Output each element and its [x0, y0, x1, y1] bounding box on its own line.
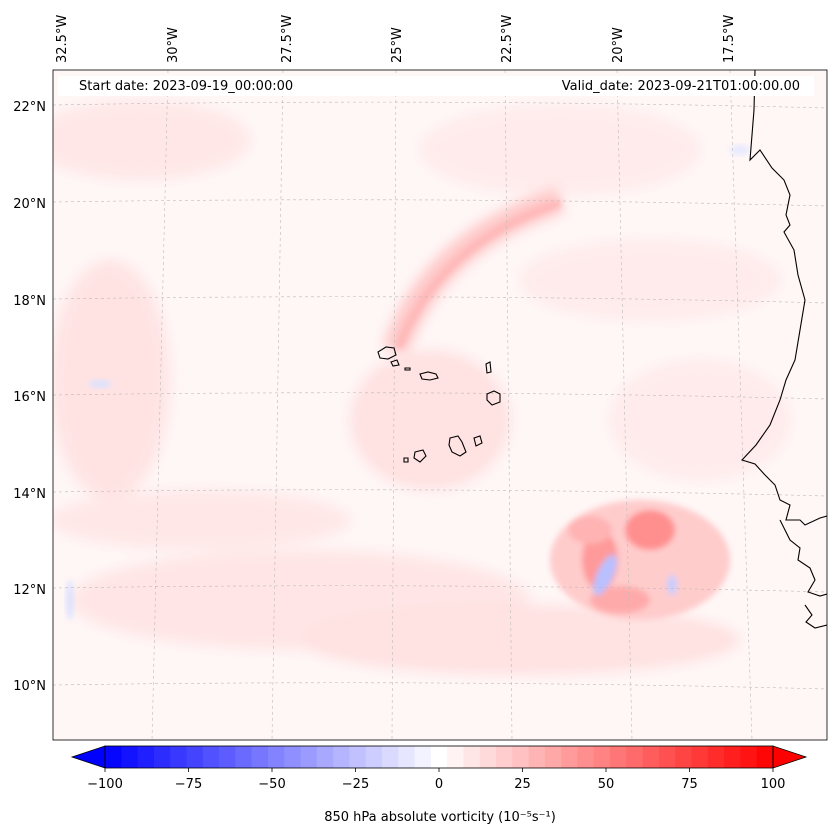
lat-label: 12°N: [13, 583, 46, 598]
longitude-labels: 32.5°W 30°W 27.5°W 25°W 22.5°W 20°W 17.5…: [55, 15, 737, 63]
lat-label: 20°N: [13, 197, 46, 212]
colorbar-cell: [414, 746, 432, 768]
colorbar-tick-label: −100: [87, 777, 123, 792]
colorbar-cell: [398, 746, 416, 768]
colorbar-tick-label: −25: [342, 777, 369, 792]
colorbar-cell: [381, 746, 399, 768]
colorbar-cell: [756, 746, 774, 768]
colorbar-ticks: −100 −75 −50 −25 0 25 50 75 100: [87, 768, 785, 792]
colorbar-min-extension: [70, 745, 106, 769]
lon-label: 17.5°W: [722, 15, 737, 63]
colorbar-cell: [707, 746, 725, 768]
lon-label: 30°W: [166, 27, 181, 63]
colorbar-cell: [740, 746, 758, 768]
colorbar-label: 850 hPa absolute vorticity (10⁻⁵s⁻¹): [324, 810, 556, 825]
lat-label: 18°N: [13, 294, 46, 309]
colorbar-cell: [316, 746, 334, 768]
latitude-labels: 22°N 20°N 18°N 16°N 14°N 12°N 10°N: [13, 100, 46, 694]
lon-label: 25°W: [390, 27, 405, 63]
lon-label: 27.5°W: [280, 15, 295, 63]
colorbar-cell: [251, 746, 269, 768]
colorbar-cell: [121, 746, 139, 768]
colorbar-max-extension: [772, 745, 808, 769]
lat-label: 22°N: [13, 100, 46, 115]
colorbar-cell: [610, 746, 627, 768]
header-bar: [58, 76, 814, 96]
colorbar-cells: [70, 745, 808, 769]
lon-label: 20°W: [611, 27, 626, 63]
colorbar-cell: [561, 746, 579, 768]
graticule: [53, 70, 827, 740]
colorbar-cell: [105, 746, 122, 768]
colorbar-cell: [137, 746, 155, 768]
colorbar-cell: [479, 746, 497, 768]
start-date-label: Start date: 2023-09-19_00:00:00: [79, 79, 293, 94]
colorbar-cell: [430, 746, 448, 768]
lon-label: 32.5°W: [55, 15, 70, 63]
colorbar-cell: [447, 746, 465, 768]
colorbar-tick-label: −75: [175, 777, 202, 792]
lat-label: 16°N: [13, 390, 46, 405]
colorbar-cell: [284, 746, 302, 768]
colorbar-cell: [235, 746, 253, 768]
colorbar-cell: [658, 746, 676, 768]
valid-date-label: Valid_date: 2023-09-21T01:00:00.00: [562, 79, 800, 94]
colorbar-cell: [463, 746, 481, 768]
colorbar-cell: [691, 746, 709, 768]
colorbar-tick-label: 25: [514, 777, 531, 792]
colorbar-cell: [724, 746, 742, 768]
colorbar-cell: [528, 746, 546, 768]
lat-label: 10°N: [13, 679, 46, 694]
coastlines: [377, 70, 827, 629]
colorbar-cell: [300, 746, 318, 768]
colorbar-tick-label: 100: [761, 777, 786, 792]
colorbar-cell: [170, 746, 188, 768]
colorbar-cell: [496, 746, 513, 768]
colorbar-tick-label: −50: [258, 777, 285, 792]
colorbar-tick-label: 75: [681, 777, 698, 792]
colorbar-cell: [626, 746, 644, 768]
colorbar-cell: [365, 746, 383, 768]
map-frame: [52, 69, 828, 741]
vorticity-field: [53, 100, 790, 675]
colorbar-cell: [544, 746, 562, 768]
colorbar-tick-label: 0: [435, 777, 443, 792]
colorbar-cell: [333, 746, 350, 768]
colorbar-cell: [153, 746, 171, 768]
colorbar-cell: [675, 746, 693, 768]
colorbar-cell: [267, 746, 285, 768]
colorbar-cell: [202, 746, 220, 768]
colorbar-tick-label: 50: [598, 777, 615, 792]
colorbar-cell: [219, 746, 236, 768]
colorbar: −100 −75 −50 −25 0 25 50 75 100 850 hPa absolute…: [70, 745, 808, 825]
lon-label: 22.5°W: [500, 15, 515, 63]
colorbar-cell: [577, 746, 595, 768]
colorbar-cell: [186, 746, 204, 768]
colorbar-cell: [512, 746, 530, 768]
lat-label: 14°N: [13, 487, 46, 502]
colorbar-cell: [349, 746, 367, 768]
colorbar-cell: [642, 746, 660, 768]
colorbar-cell: [593, 746, 611, 768]
